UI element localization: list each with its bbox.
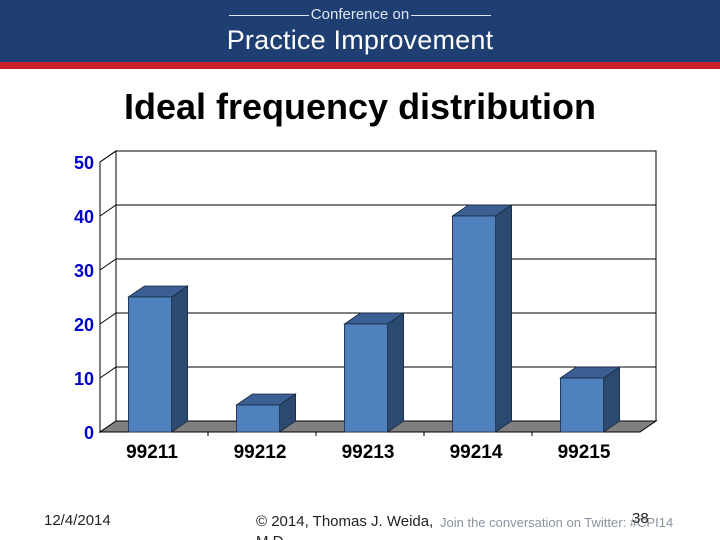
y-tick-label: 40 <box>74 207 94 227</box>
x-tick-label: 99212 <box>234 442 287 463</box>
x-tick-label: 99215 <box>558 442 611 463</box>
x-tick-label: 99213 <box>342 442 395 463</box>
footer-twitter-hashtag: Join the conversation on Twitter: #CPI14 <box>440 515 674 530</box>
slide-title: Ideal frequency distribution <box>123 86 597 127</box>
bar-side <box>495 204 513 433</box>
footer-date: 12/4/2014 <box>44 512 111 529</box>
bar <box>235 404 280 433</box>
banner-rule-left <box>228 14 309 16</box>
y-tick-label: 10 <box>74 369 94 389</box>
footer-copyright: © 2014, Thomas J. Weida, M.D. <box>256 513 434 540</box>
y-tick-label: 30 <box>74 261 94 281</box>
gridline <box>99 150 656 163</box>
x-tick-label: 99214 <box>450 442 503 463</box>
y-tick-label: 50 <box>74 153 94 173</box>
x-tick-label: 99211 <box>126 442 178 463</box>
y-tick-label: 0 <box>84 423 94 443</box>
banner-accent-stripe <box>0 62 720 69</box>
bar <box>451 215 496 433</box>
banner-rule-right <box>411 14 492 16</box>
conference-banner: Conference on Practice Improvement <box>0 0 720 62</box>
y-tick-label: 20 <box>74 315 94 335</box>
bar <box>560 377 605 433</box>
bar-side <box>387 312 405 433</box>
bar-side <box>171 285 189 433</box>
banner-subtitle-text: Conference on <box>310 6 410 23</box>
chart-side-wall <box>99 150 117 433</box>
footer-page-number: 38 <box>632 510 649 527</box>
bar <box>343 323 388 433</box>
bar <box>127 296 172 433</box>
banner-title: Practice Improvement <box>226 25 494 55</box>
banner-subtitle: Conference on <box>0 6 720 23</box>
